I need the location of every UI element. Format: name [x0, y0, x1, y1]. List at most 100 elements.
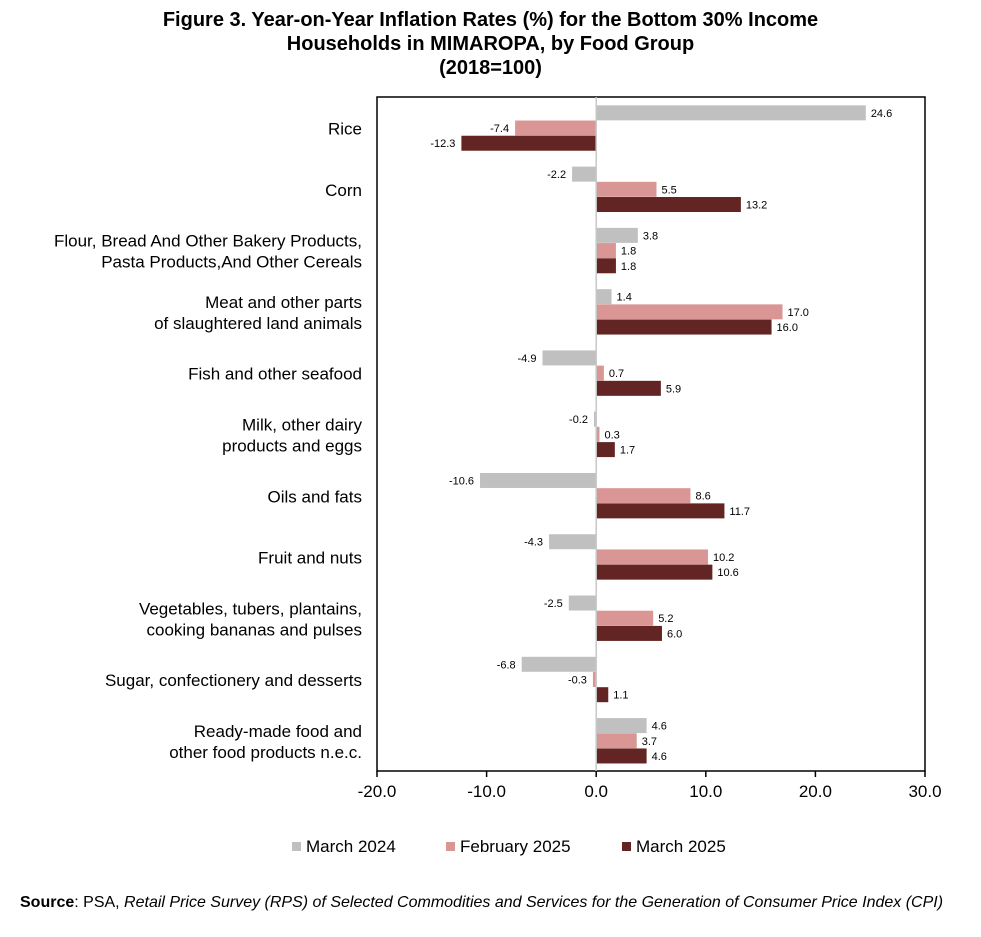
data-label-milk-other-dairy-products-and-eggs-march-2025: 1.7 [620, 445, 635, 457]
bar-flour-bread-and-other-bakery-products-pasta-products-and-other-cereals-february-2025 [596, 243, 616, 259]
data-label-meat-and-other-parts-of-slaughtered-land-animals-february-2025: 17.0 [788, 307, 809, 319]
data-label-sugar-confectionery-and-desserts-february-2025: -0.3 [568, 674, 587, 686]
legend-item-february-2025: February 2025 [446, 836, 571, 858]
bar-sugar-confectionery-and-desserts-february-2025 [592, 671, 597, 687]
source-prefix: : PSA, [74, 894, 125, 911]
bar-milk-other-dairy-products-and-eggs-february-2025 [596, 426, 600, 442]
chart-title-line-3: (2018=100) [439, 57, 542, 79]
bar-milk-other-dairy-products-and-eggs-march-2025 [596, 442, 615, 458]
data-label-oils-and-fats-march-2024: -10.6 [449, 475, 474, 487]
data-label-corn-february-2025: 5.5 [661, 184, 676, 196]
bar-fruit-and-nuts-march-2024 [549, 534, 597, 550]
legend-item-march-2025: March 2025 [622, 836, 726, 858]
bar-sugar-confectionery-and-desserts-march-2024 [521, 656, 597, 672]
bar-flour-bread-and-other-bakery-products-pasta-products-and-other-cereals-march-2024 [596, 227, 638, 243]
data-label-flour-bread-and-other-bakery-products-pasta-products-and-other-cereals-march-2024: 3.8 [643, 230, 658, 242]
legend-swatch-february-2025 [446, 842, 455, 852]
source-note: Source: PSA, Retail Price Survey (RPS) o… [20, 892, 960, 913]
data-label-ready-made-food-and-other-food-products-n-e-c-february-2025: 3.7 [642, 736, 657, 748]
category-label-flour-bread-and-other-bakery-products-pasta-products-and-other-cereals-line-2: Pasta Products,And Other Cereals [101, 253, 362, 272]
data-label-fish-and-other-seafood-march-2024: -4.9 [518, 353, 537, 365]
legend-swatch-march-2025 [622, 842, 631, 852]
data-label-flour-bread-and-other-bakery-products-pasta-products-and-other-cereals-march-2025: 1.8 [621, 261, 636, 273]
bar-corn-march-2024 [572, 166, 597, 182]
category-label-corn: Corn [325, 181, 362, 200]
data-label-milk-other-dairy-products-and-eggs-february-2025: 0.3 [604, 429, 619, 441]
bar-meat-and-other-parts-of-slaughtered-land-animals-march-2025 [596, 319, 772, 335]
bar-rice-march-2024 [596, 105, 866, 121]
bar-rice-february-2025 [515, 120, 597, 136]
bar-ready-made-food-and-other-food-products-n-e-c-march-2025 [596, 748, 647, 764]
data-label-vegetables-tubers-plantains-cooking-bananas-and-pulses-february-2025: 5.2 [658, 613, 673, 625]
category-label-milk-other-dairy-products-and-eggs-line-1: Milk, other dairy [242, 416, 362, 435]
legend-label-march-2024: March 2024 [306, 837, 396, 856]
data-label-ready-made-food-and-other-food-products-n-e-c-march-2024: 4.6 [652, 721, 667, 733]
data-label-oils-and-fats-march-2025: 11.7 [729, 506, 750, 518]
data-label-meat-and-other-parts-of-slaughtered-land-animals-march-2025: 16.0 [777, 322, 798, 334]
bar-meat-and-other-parts-of-slaughtered-land-animals-february-2025 [596, 304, 783, 320]
category-label-fish-and-other-seafood: Fish and other seafood [188, 365, 362, 384]
bar-chart: 24.6 -7.4 -12.3 Rice -2.2 5.5 13.2 Corn 3.8 1.8 1.… [54, 96, 942, 801]
bar-meat-and-other-parts-of-slaughtered-land-animals-march-2024 [596, 289, 612, 305]
plot-area [376, 96, 926, 772]
data-label-fruit-and-nuts-february-2025: 10.2 [713, 552, 734, 564]
chart-title-line-2: Households in MIMAROPA, by Food Group [286, 33, 695, 55]
bar-oils-and-fats-march-2025 [596, 503, 725, 519]
bar-fish-and-other-seafood-february-2025 [596, 365, 604, 381]
data-label-oils-and-fats-february-2025: 8.6 [695, 491, 710, 503]
data-label-corn-march-2025: 13.2 [746, 200, 767, 212]
category-label-ready-made-food-and-other-food-products-n-e-c-line-2: other food products n.e.c. [169, 743, 362, 762]
category-label-milk-other-dairy-products-and-eggs-line-2: products and eggs [222, 437, 362, 456]
category-label-flour-bread-and-other-bakery-products-pasta-products-and-other-cereals-line-1: Flour, Bread And Other Bakery Products, [54, 232, 362, 251]
data-label-ready-made-food-and-other-food-products-n-e-c-march-2025: 4.6 [652, 751, 667, 763]
legend-label-march-2025: March 2025 [636, 837, 726, 856]
chart-title: Figure 3. Year-on-Year Inflation Rates (… [0, 8, 981, 80]
category-label-ready-made-food-and-other-food-products-n-e-c-line-1: Ready-made food and [194, 722, 362, 741]
category-label-meat-and-other-parts-of-slaughtered-land-animals-line-1: Meat and other parts [205, 293, 362, 312]
data-label-sugar-confectionery-and-desserts-march-2025: 1.1 [613, 690, 628, 702]
x-tick-label-0: -20.0 [358, 782, 397, 801]
bar-corn-march-2025 [596, 197, 741, 213]
data-label-milk-other-dairy-products-and-eggs-march-2024: -0.2 [569, 414, 588, 426]
x-tick-label-4: 20.0 [799, 782, 832, 801]
bar-vegetables-tubers-plantains-cooking-bananas-and-pulses-february-2025 [596, 610, 654, 626]
data-label-fruit-and-nuts-march-2025: 10.6 [717, 567, 738, 579]
data-label-rice-march-2024: 24.6 [871, 108, 892, 120]
category-label-fruit-and-nuts: Fruit and nuts [258, 549, 362, 568]
bar-vegetables-tubers-plantains-cooking-bananas-and-pulses-march-2025 [596, 625, 662, 641]
bar-oils-and-fats-february-2025 [596, 488, 691, 504]
data-label-fruit-and-nuts-march-2024: -4.3 [524, 537, 543, 549]
x-tick-label-5: 30.0 [908, 782, 941, 801]
category-label-vegetables-tubers-plantains-cooking-bananas-and-pulses-line-2: cooking bananas and pulses [147, 620, 363, 639]
source-text: Retail Price Survey (RPS) of Selected Co… [124, 894, 944, 911]
category-label-rice: Rice [328, 120, 362, 139]
bar-vegetables-tubers-plantains-cooking-bananas-and-pulses-march-2024 [568, 595, 597, 611]
x-tick-label-2: 0.0 [584, 782, 608, 801]
data-label-rice-march-2025: -12.3 [430, 138, 455, 150]
bar-rice-march-2025 [461, 135, 597, 151]
bar-milk-other-dairy-products-and-eggs-march-2024 [594, 411, 597, 427]
bar-flour-bread-and-other-bakery-products-pasta-products-and-other-cereals-march-2025 [596, 258, 616, 274]
legend-swatch-march-2024 [292, 842, 301, 852]
source-label: Source [20, 894, 75, 911]
data-label-rice-february-2025: -7.4 [490, 123, 509, 135]
data-label-flour-bread-and-other-bakery-products-pasta-products-and-other-cereals-february-2025: 1.8 [621, 246, 636, 258]
bar-fish-and-other-seafood-march-2025 [596, 380, 661, 396]
category-label-oils-and-fats: Oils and fats [268, 487, 363, 506]
bar-sugar-confectionery-and-desserts-march-2025 [596, 687, 609, 703]
category-label-sugar-confectionery-and-desserts: Sugar, confectionery and desserts [105, 671, 362, 690]
data-label-sugar-confectionery-and-desserts-march-2024: -6.8 [497, 659, 516, 671]
x-tick-label-1: -10.0 [467, 782, 506, 801]
x-tick-label-3: 10.0 [689, 782, 722, 801]
bar-ready-made-food-and-other-food-products-n-e-c-february-2025 [596, 733, 637, 749]
category-label-vegetables-tubers-plantains-cooking-bananas-and-pulses-line-1: Vegetables, tubers, plantains, [139, 599, 362, 618]
bar-oils-and-fats-march-2024 [480, 472, 597, 488]
chart-legend: March 2024 February 2025 March 2025 [0, 836, 981, 860]
data-label-fish-and-other-seafood-february-2025: 0.7 [609, 368, 624, 380]
bar-ready-made-food-and-other-food-products-n-e-c-march-2024 [596, 718, 647, 734]
data-label-vegetables-tubers-plantains-cooking-bananas-and-pulses-march-2025: 6.0 [667, 628, 682, 640]
data-label-vegetables-tubers-plantains-cooking-bananas-and-pulses-march-2024: -2.5 [544, 598, 563, 610]
data-label-meat-and-other-parts-of-slaughtered-land-animals-march-2024: 1.4 [617, 292, 632, 304]
bar-fish-and-other-seafood-march-2024 [542, 350, 597, 366]
legend-item-march-2024: March 2024 [292, 836, 396, 858]
